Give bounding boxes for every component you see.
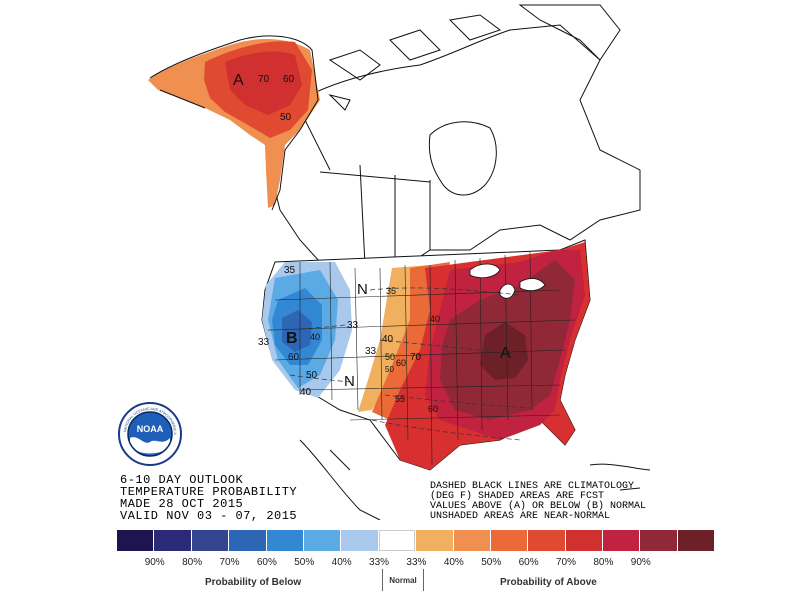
label-ak-center: A (233, 72, 244, 89)
greenland (518, 4, 621, 61)
legend-tick: 70% (555, 557, 576, 568)
legend-swatch (341, 530, 378, 551)
outlook-title-line1: 6-10 DAY OUTLOOK (120, 473, 244, 487)
alaska-region (148, 35, 320, 211)
conus-region (261, 239, 591, 471)
legend-tick: 40% (443, 557, 464, 568)
legend-tick: 80% (593, 557, 614, 568)
label-east-55: 55 (395, 394, 405, 404)
label-east-60: 60 (396, 358, 406, 368)
notes-line2: (DEG F) SHADED AREAS ARE FCST (430, 491, 605, 502)
legend-normal-label: Normal (389, 576, 417, 585)
label-east-35: 35 (386, 286, 396, 296)
alaska-outline (149, 35, 319, 211)
map-labels: A 70 60 50 B 35 33 33 40 40 50 60 N N A … (233, 72, 511, 414)
legend-swatch (490, 530, 528, 551)
label-west-35: 35 (284, 265, 296, 276)
legend-swatch (378, 530, 416, 551)
great-lakes (469, 263, 546, 299)
label-east-50b: 50 (385, 365, 394, 374)
legend-swatch (117, 530, 154, 551)
climatology-lines (267, 287, 531, 441)
label-east-40b: 40 (430, 314, 440, 324)
legend-tick: 90% (630, 557, 651, 568)
legend-normal-box: Normal (382, 569, 424, 591)
label-ak-60: 60 (283, 74, 295, 85)
canada-outline (269, 24, 641, 271)
outlook-title-line4: VALID NOV 03 - 07, 2015 (120, 509, 298, 523)
legend-swatch (603, 530, 640, 551)
legend-swatch (640, 530, 677, 551)
legend-swatch (453, 530, 490, 551)
notes-line3: VALUES ABOVE (A) OR BELOW (B) NORMAL (430, 501, 647, 512)
noaa-logo-text: NOAA (137, 424, 164, 434)
legend-tick: 33% (369, 557, 390, 568)
outlook-map: A 70 60 50 B 35 33 33 40 40 50 60 N N A … (148, 4, 651, 520)
label-east-40: 40 (382, 334, 394, 345)
legend-above-label: Probability of Above (500, 577, 597, 588)
legend-tick: 33% (406, 557, 427, 568)
legend-swatches (117, 530, 715, 551)
legend-tick: 40% (331, 557, 352, 568)
label-west-40b: 40 (300, 387, 312, 398)
legend-below-label: Probability of Below (205, 577, 302, 588)
legend-swatch (565, 530, 603, 551)
label-ak-70: 70 (258, 74, 270, 85)
legend-swatch (303, 530, 341, 551)
legend-swatch (229, 530, 266, 551)
label-west-60: 60 (288, 352, 300, 363)
label-east-70: 70 (410, 352, 422, 363)
legend-swatch (677, 530, 715, 551)
alaska-shade-60 (225, 51, 302, 115)
noaa-logo: NOAA NATIONAL OCEANIC AND ATMOSPHERIC AD… (118, 402, 182, 466)
province-lines (299, 109, 431, 268)
legend-tick: 80% (182, 557, 203, 568)
legend-tick: 50% (481, 557, 502, 568)
label-west-50: 50 (306, 370, 318, 381)
legend-swatch (191, 530, 229, 551)
west-shade-60 (282, 310, 312, 352)
legend-swatch (266, 530, 303, 551)
mexico-outline (299, 439, 381, 520)
legend-swatch (416, 530, 453, 551)
label-west-center: B (286, 330, 298, 347)
outlook-title-line2: TEMPERATURE PROBABILITY (120, 485, 298, 499)
label-west-33: 33 (258, 337, 270, 348)
outlook-title-line3: MADE 28 OCT 2015 (120, 497, 244, 511)
legend-swatch (528, 530, 565, 551)
label-east-60b: 60 (428, 404, 438, 414)
state-lines (271, 251, 576, 466)
legend-tick: 60% (518, 557, 539, 568)
east-shade-80 (480, 322, 528, 380)
legend-tick: 50% (294, 557, 315, 568)
arctic-islands (328, 14, 502, 111)
legend-tick: 70% (219, 557, 240, 568)
label-west-33b: 33 (347, 320, 359, 331)
label-south-n: N (344, 373, 355, 390)
legend-tick: 60% (256, 557, 277, 568)
notes-line1: DASHED BLACK LINES ARE CLIMATOLOGY (430, 481, 635, 492)
label-north-n: N (357, 281, 368, 298)
legend-tick: 90% (144, 557, 165, 568)
legend-ticks: 90% 80% 70% 60% 50% 40% 33% 33% 40% 50% 60% 70% 80% 9… (136, 557, 659, 568)
label-ak-50: 50 (280, 112, 292, 123)
label-west-40: 40 (310, 332, 320, 342)
hudson-bay (428, 121, 497, 196)
legend-swatch (154, 530, 191, 551)
label-east-center: A (500, 345, 511, 362)
notes-line4: UNSHADED AREAS ARE NEAR-NORMAL (430, 511, 611, 522)
label-east-33: 33 (365, 346, 377, 357)
label-east-50: 50 (385, 352, 395, 362)
caribbean (589, 463, 651, 491)
